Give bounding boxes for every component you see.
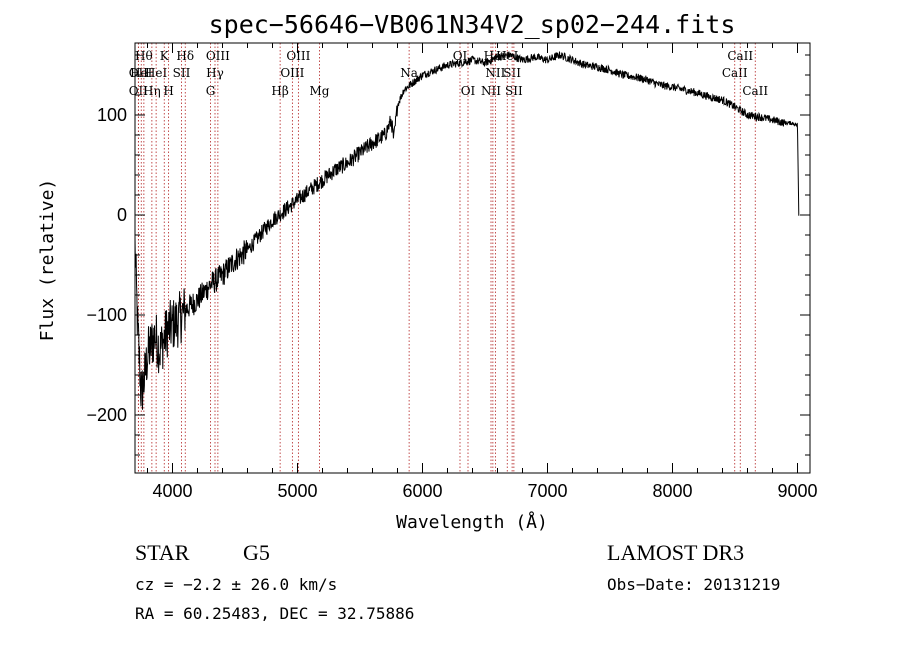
redshift-value: cz = −2.2 ± 26.0 km/s	[135, 575, 338, 594]
spectral-line-label-0: OII	[129, 66, 149, 80]
spectral-line-label-2: HeI	[130, 66, 153, 80]
y-axis-label: Flux (relative)	[37, 179, 58, 342]
y-tick-label: −100	[86, 305, 127, 325]
spectral-line-label-14: OIII	[280, 66, 304, 80]
spectral-line-label-22: NII	[485, 66, 505, 80]
spectral-line-markers: OIIOIIHeIHθHηHeIKHSIIHδGHγOIIIHβOIIIOIII…	[129, 43, 768, 473]
observation-date: Obs−Date: 20131219	[607, 575, 781, 594]
object-class: STAR	[135, 540, 190, 565]
spectral-line-label-21: Hα	[484, 49, 503, 63]
spectral-line-label-7: H	[163, 84, 173, 98]
spectral-line-label-18: OI	[453, 49, 468, 63]
spectral-line-label-27: CaII	[727, 49, 753, 63]
spectral-line-label-24: SII	[503, 66, 521, 80]
x-tick-label: 7000	[527, 481, 567, 501]
spectral-line-label-17: Na	[400, 66, 418, 80]
spectral-line-label-13: Hβ	[271, 84, 288, 98]
spectral-line-label-28: CaII	[742, 84, 768, 98]
x-tick-label: 5000	[277, 481, 317, 501]
axis-ticks: 4000 5000 6000 7000 8000 9000 −200 −100 0 100	[86, 43, 818, 501]
x-tick-label: 4000	[152, 481, 192, 501]
spectral-line-label-1: OII	[129, 84, 149, 98]
spectral-line-label-25: SII	[505, 84, 523, 98]
x-axis-label: Wavelength (Å)	[396, 511, 548, 533]
spectral-line-label-4: Hη	[143, 84, 161, 98]
spectral-line-label-3: Hθ	[135, 49, 153, 63]
spectral-line-label-9: Hδ	[176, 49, 194, 63]
spectral-line-label-11: Hγ	[206, 66, 224, 80]
spectrum-line	[134, 51, 800, 410]
chart-title: spec−56646−VB061N34V2_sp02−244.fits	[209, 10, 736, 39]
survey-name: LAMOST DR3	[607, 540, 745, 565]
spectral-line-label-12: OIII	[206, 49, 230, 63]
coordinates: RA = 60.25483, DEC = 32.75886	[135, 604, 415, 623]
spectral-line-label-5: HeI	[145, 66, 168, 80]
spectrum-series	[134, 51, 800, 410]
spectral-line-label-10: G	[206, 84, 216, 98]
spectral-line-label-15: OIII	[286, 49, 310, 63]
spectral-line-label-6: K	[160, 49, 170, 63]
x-tick-label: 9000	[777, 481, 817, 501]
y-tick-label: 100	[97, 105, 127, 125]
y-tick-label: −200	[86, 405, 127, 425]
x-tick-label: 8000	[652, 481, 692, 501]
spectral-line-label-26: CaII	[722, 66, 748, 80]
object-subclass: G5	[243, 540, 270, 565]
x-tick-label: 6000	[402, 481, 442, 501]
y-tick-label: 0	[117, 205, 127, 225]
spectral-line-label-20: NII	[481, 84, 501, 98]
spectral-line-label-8: SII	[173, 66, 191, 80]
spectral-line-label-16: Mg	[310, 84, 330, 98]
spectral-line-label-19: OI	[461, 84, 476, 98]
